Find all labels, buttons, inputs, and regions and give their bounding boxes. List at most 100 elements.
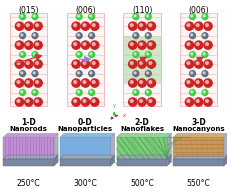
Circle shape [15,41,24,49]
Circle shape [203,15,205,17]
Circle shape [190,14,195,20]
Circle shape [138,22,146,30]
Circle shape [149,100,152,102]
Circle shape [187,100,190,102]
Circle shape [77,15,79,17]
Circle shape [145,90,151,95]
Text: Nanorods: Nanorods [10,125,48,132]
Bar [173,159,224,166]
Polygon shape [111,155,115,166]
Bar [123,36,161,83]
Circle shape [81,41,90,49]
Circle shape [149,24,152,27]
Circle shape [196,81,199,84]
Polygon shape [167,133,171,159]
Polygon shape [173,133,228,137]
Circle shape [146,72,149,74]
Circle shape [129,60,137,68]
Circle shape [36,43,39,46]
Circle shape [133,71,139,77]
Circle shape [130,24,133,27]
Circle shape [195,60,203,68]
Circle shape [129,98,137,106]
Circle shape [202,71,208,77]
Circle shape [72,98,80,106]
Circle shape [130,62,133,64]
Circle shape [76,33,82,39]
Circle shape [149,81,152,84]
Text: (006): (006) [188,6,209,15]
Circle shape [72,60,80,68]
Circle shape [91,60,99,68]
Polygon shape [54,133,58,159]
Circle shape [72,22,80,30]
Circle shape [185,22,194,30]
Polygon shape [60,133,115,137]
Circle shape [17,24,20,27]
Circle shape [81,22,90,30]
Polygon shape [117,155,171,159]
Circle shape [74,62,76,64]
Circle shape [140,24,143,27]
Circle shape [26,43,29,46]
Text: 500°C: 500°C [130,179,154,187]
Circle shape [185,41,194,49]
Circle shape [20,71,25,77]
Circle shape [195,22,203,30]
Circle shape [34,79,42,87]
Polygon shape [3,133,58,137]
Circle shape [72,41,80,49]
Circle shape [134,15,136,17]
Circle shape [36,81,39,84]
Circle shape [203,53,205,55]
Circle shape [196,24,199,27]
Text: x: x [123,113,125,118]
Circle shape [91,22,99,30]
Circle shape [89,33,94,39]
Circle shape [191,15,193,17]
Circle shape [89,90,94,95]
Circle shape [81,60,90,68]
Circle shape [92,100,95,102]
Circle shape [147,22,155,30]
Circle shape [190,52,195,57]
Circle shape [147,60,155,68]
Circle shape [89,71,94,77]
Circle shape [204,98,212,106]
Circle shape [76,71,82,77]
Text: Nanocanyons: Nanocanyons [172,125,225,132]
Circle shape [32,52,38,57]
Polygon shape [224,155,228,166]
Circle shape [196,62,199,64]
Circle shape [203,72,205,74]
Circle shape [15,98,24,106]
Circle shape [133,14,139,20]
Circle shape [204,22,212,30]
Circle shape [138,41,146,49]
Circle shape [89,52,94,57]
Circle shape [206,24,208,27]
Circle shape [196,100,199,102]
Circle shape [203,34,205,36]
Circle shape [92,81,95,84]
Circle shape [206,62,208,64]
Circle shape [140,100,143,102]
Polygon shape [117,133,171,137]
Circle shape [187,43,190,46]
Circle shape [146,15,149,17]
Circle shape [90,91,92,93]
Circle shape [195,79,203,87]
Bar [117,137,167,159]
Circle shape [26,62,29,64]
Circle shape [25,79,33,87]
Circle shape [140,43,143,46]
Text: (110): (110) [132,6,152,15]
Circle shape [83,43,86,46]
Circle shape [185,79,194,87]
Circle shape [145,33,151,39]
Circle shape [129,22,137,30]
Circle shape [134,91,136,93]
Circle shape [91,41,99,49]
Circle shape [138,79,146,87]
Text: 3-D: 3-D [191,118,206,127]
